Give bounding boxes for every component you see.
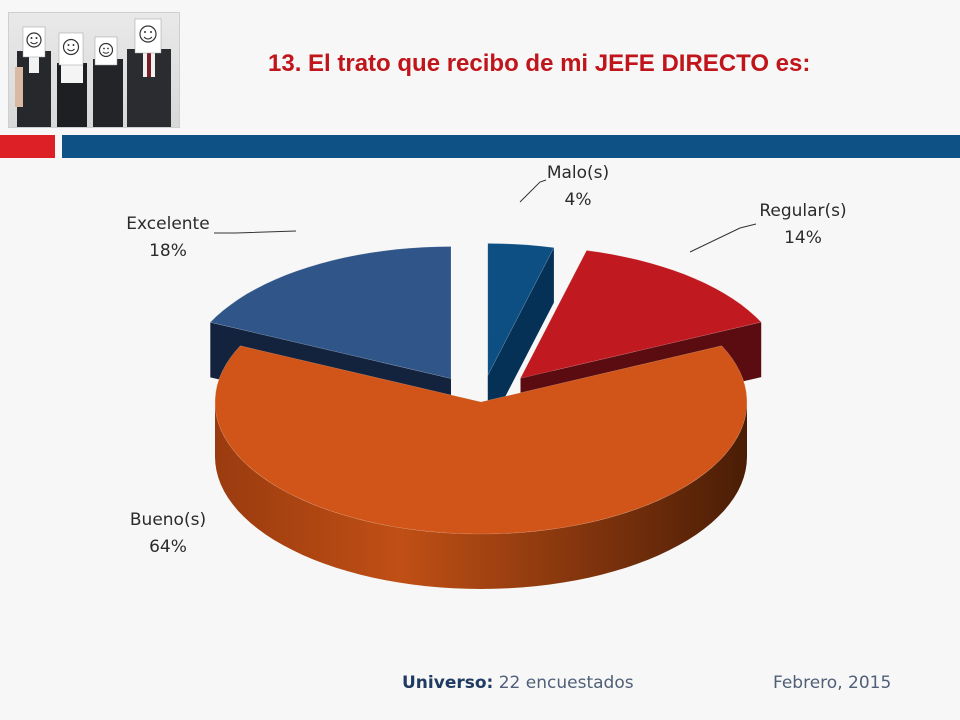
leader-line-excelente [214,230,297,234]
header-accent-bar-red [0,135,55,158]
pie-slices [209,243,762,589]
data-label-buenos-percent: 64% [149,537,187,557]
slide-title: 13. El trato que recibo de mi JEFE DIREC… [268,50,811,77]
footer-universe: Universo: 22 encuestados [402,673,634,693]
leader-line-malos [519,179,547,203]
footer-date: Febrero, 2015 [773,673,892,693]
universe-value: 22 encuestados [498,673,634,693]
data-labels: Malo(s) 4% Regular(s) 14% Bueno(s) 64% Excelen… [126,163,846,557]
leader-lines [214,179,757,253]
people-holding-smiley-masks-photo [8,12,180,128]
data-label-malos: Malo(s) [547,163,609,183]
data-label-regulars: Regular(s) [759,201,846,221]
data-label-regulars-percent: 14% [784,228,822,248]
universe-label: Universo: [402,673,494,693]
people-photo-illustration [15,18,171,127]
data-label-malos-percent: 4% [565,190,592,210]
data-label-buenos: Bueno(s) [130,510,206,530]
data-label-excelente-percent: 18% [149,241,187,261]
data-label-excelente: Excelente [126,214,209,234]
header-accent-bar-blue [62,135,960,158]
pie-slice-malos [487,243,555,431]
leader-line-regulars [689,223,757,253]
pie-slice-buenos [214,345,748,589]
